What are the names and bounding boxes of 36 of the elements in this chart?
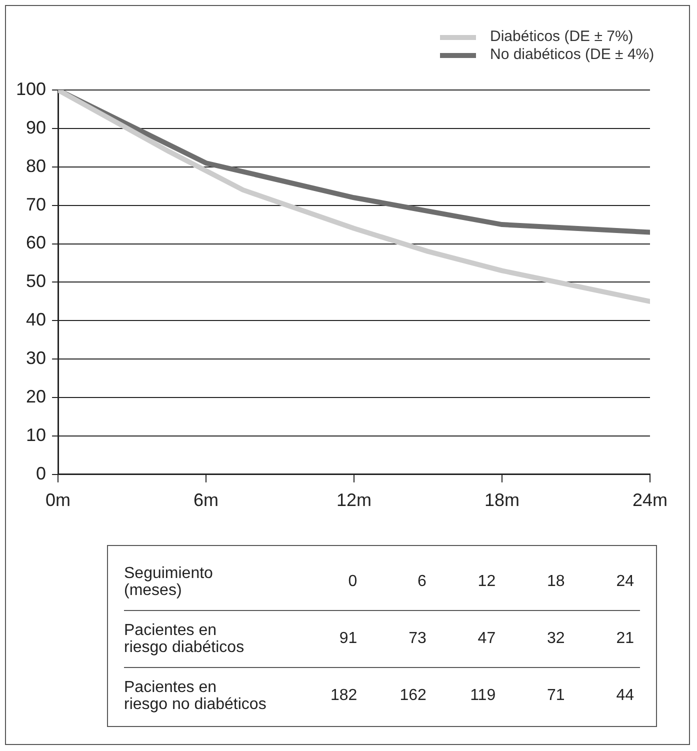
y-tick-label: 50 [26,271,46,292]
y-tick-label: 40 [26,310,46,330]
legend-label: Diabéticos (DE ± 7%) [490,28,634,46]
text: 47 [476,630,497,648]
text: 71 [546,687,566,705]
text: 162 [398,687,428,705]
legend-label: No diabéticos (DE ± 4%) [490,46,654,64]
text: Pacientes en riesgo no diabéticos [124,679,268,713]
text: 18 [546,573,566,591]
y-tick-label: 20 [26,386,46,406]
text: 44 [615,687,635,705]
y-tick-label: 30 [26,348,46,368]
x-tick-label: 24m [632,490,668,510]
y-tick-label: 60 [26,232,46,253]
text: 73 [408,630,428,648]
x-tick-label: 6m [194,490,219,510]
text: 21 [615,630,635,648]
text: 119 [469,687,497,705]
y-tick-label: 100 [16,78,46,99]
text: Seguimiento (meses) [124,565,214,599]
x-tick-label: 12m [336,490,372,510]
text: 6 [416,573,428,591]
x-tick-label: 18m [484,490,520,510]
y-tick-label: 80 [26,156,46,176]
text: 12 [476,573,497,591]
text: 91 [338,630,358,648]
y-tick-label: 70 [26,194,46,214]
text: 24 [615,573,635,591]
y-tick-label: 90 [26,117,46,138]
text: Pacientes en riesgo diabéticos [124,622,246,656]
text: 182 [329,687,358,705]
text: 32 [546,630,566,648]
y-tick-label: 10 [26,424,46,445]
text: 0 [347,573,358,591]
y-tick-label: 0 [36,463,46,484]
x-tick-label: 0m [46,490,71,510]
